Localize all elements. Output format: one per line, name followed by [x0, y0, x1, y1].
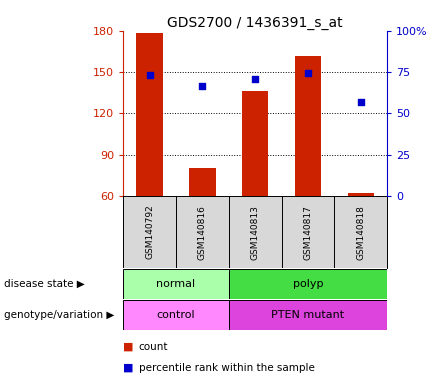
- Bar: [189, 169, 216, 196]
- Text: percentile rank within the sample: percentile rank within the sample: [139, 363, 315, 373]
- Point: [252, 76, 259, 82]
- Text: GSM140813: GSM140813: [251, 205, 260, 260]
- Bar: [242, 91, 268, 196]
- Text: ■: ■: [123, 363, 134, 373]
- Text: normal: normal: [157, 279, 195, 289]
- Point: [304, 70, 312, 76]
- Text: GSM140816: GSM140816: [198, 205, 207, 260]
- Bar: [123, 300, 229, 329]
- Title: GDS2700 / 1436391_s_at: GDS2700 / 1436391_s_at: [167, 16, 343, 30]
- Bar: [229, 269, 387, 299]
- Bar: [295, 56, 321, 196]
- Text: genotype/variation ▶: genotype/variation ▶: [4, 310, 115, 320]
- Text: disease state ▶: disease state ▶: [4, 279, 85, 289]
- Text: GSM140817: GSM140817: [304, 205, 312, 260]
- Text: GSM140792: GSM140792: [145, 205, 154, 260]
- Text: ■: ■: [123, 342, 134, 352]
- Bar: [123, 269, 229, 299]
- Bar: [136, 33, 163, 196]
- Point: [199, 83, 206, 89]
- Point: [146, 72, 153, 78]
- Point: [357, 99, 364, 105]
- Text: PTEN mutant: PTEN mutant: [271, 310, 345, 320]
- Text: GSM140818: GSM140818: [356, 205, 365, 260]
- Bar: [229, 300, 387, 329]
- Text: count: count: [139, 342, 168, 352]
- Text: polyp: polyp: [293, 279, 323, 289]
- Bar: [348, 193, 374, 196]
- Text: control: control: [157, 310, 195, 320]
